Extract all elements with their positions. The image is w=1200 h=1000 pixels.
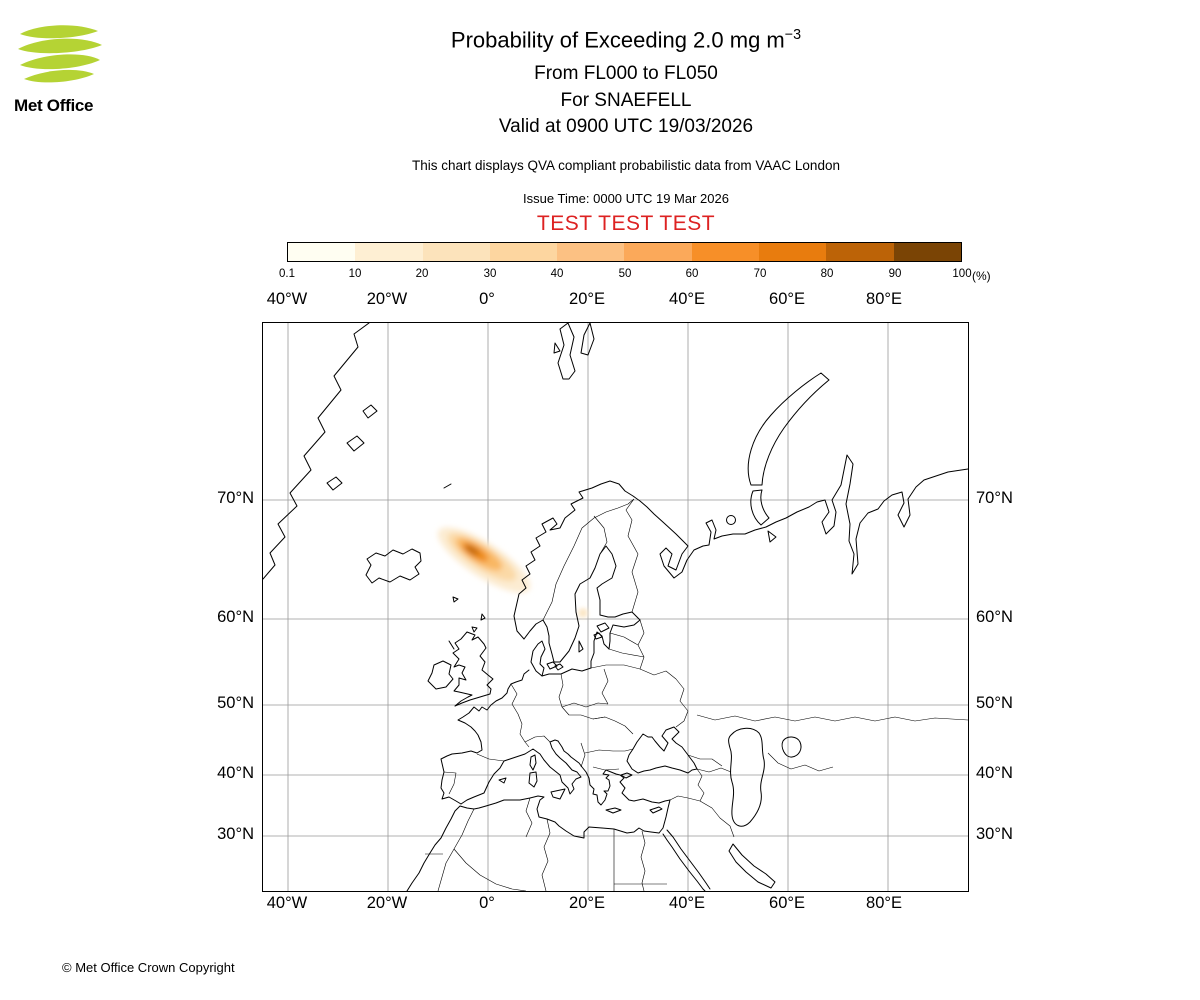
lat-label-right: 50°N <box>976 694 1013 712</box>
lon-labels-bottom: 40°W 20°W 0° 20°E 40°E 60°E 80°E <box>262 894 967 916</box>
colorbar-tick-label: 20 <box>415 268 429 280</box>
coastlines <box>262 322 969 892</box>
subtitle-volcano: For SNAEFELL <box>560 90 692 111</box>
lon-label: 60°E <box>769 290 805 308</box>
lon-label: 40°E <box>669 290 705 308</box>
logo-waves-icon <box>18 25 102 83</box>
ash-plume <box>437 527 588 618</box>
lon-label: 80°E <box>866 894 902 912</box>
lon-label: 40°W <box>266 894 308 912</box>
lon-labels-top: 40°W 20°W 0° 20°E 40°E 60°E 80°E <box>262 290 967 312</box>
colorbar-tick-label: 100 <box>952 268 972 280</box>
subtitle-flight-levels: From FL000 to FL050 <box>534 63 718 84</box>
colorbar-segment <box>489 243 558 261</box>
colorbar-tick-label: 80 <box>820 268 834 280</box>
lat-label-right: 40°N <box>976 764 1013 782</box>
colorbar-segment <box>557 243 625 261</box>
colorbar-tick-label: 60 <box>685 268 699 280</box>
lon-label: 20°E <box>569 894 605 912</box>
lon-label: 40°W <box>266 290 308 308</box>
lon-label: 20°W <box>366 894 408 912</box>
colorbar-segment <box>759 243 827 261</box>
lat-label-left: 30°N <box>217 825 254 843</box>
colorbar-tick-label: 0.1 <box>279 268 295 280</box>
logo-text: Met Office <box>14 96 94 115</box>
met-office-logo: Met Office <box>14 22 130 116</box>
lon-label: 40°E <box>669 894 705 912</box>
lon-label: 20°W <box>366 290 408 308</box>
lat-label-left: 60°N <box>217 608 254 626</box>
test-banner: TEST TEST TEST <box>536 212 716 235</box>
grid-lines <box>263 323 968 891</box>
lat-label-right: 70°N <box>976 489 1013 507</box>
ash-plume-secondary <box>578 608 588 618</box>
copyright-notice: © Met Office Crown Copyright <box>62 960 235 975</box>
map-frame <box>262 322 969 892</box>
lat-label-left: 40°N <box>217 764 254 782</box>
colorbar-segment <box>624 243 692 261</box>
colorbar-segment <box>893 243 961 261</box>
colorbar-tick-label: 90 <box>888 268 902 280</box>
colorbar-tick-label: 50 <box>618 268 632 280</box>
subtitle-valid-time: Valid at 0900 UTC 19/03/2026 <box>498 116 754 137</box>
colorbar-ticks: 0.1 10 20 30 40 50 60 70 80 90 100 <box>279 268 972 282</box>
colorbar-tick-label: 10 <box>348 268 362 280</box>
colorbar <box>287 242 962 262</box>
lon-label: 20°E <box>569 290 605 308</box>
lon-label: 60°E <box>769 894 805 912</box>
lat-label-left: 70°N <box>217 489 254 507</box>
colorbar-tick-label: 70 <box>753 268 767 280</box>
colorbar-segment <box>422 243 490 261</box>
page-title-exponent: −3 <box>784 27 802 43</box>
europe-map <box>262 322 969 892</box>
lat-label-left: 50°N <box>217 694 254 712</box>
colorbar-segment <box>691 243 760 261</box>
country-borders <box>425 498 969 892</box>
lon-label: 0° <box>479 894 495 912</box>
colorbar-segment <box>288 243 356 261</box>
page-title: Probability of Exceeding 2.0 mg m−3 <box>26 27 1200 53</box>
qva-description: This chart displays QVA compliant probab… <box>412 158 840 173</box>
page-title-text: Probability of Exceeding 2.0 mg m <box>450 27 785 53</box>
lon-label: 80°E <box>866 290 902 308</box>
issue-time: Issue Time: 0000 UTC 19 Mar 2026 <box>523 191 729 206</box>
colorbar-segment <box>355 243 423 261</box>
colorbar-tick-label: 40 <box>550 268 564 280</box>
lat-label-right: 30°N <box>976 825 1013 843</box>
colorbar-unit-label: (%) <box>972 269 991 283</box>
colorbar-tick-label: 30 <box>483 268 497 280</box>
colorbar-segment <box>826 243 894 261</box>
lon-label: 0° <box>479 290 495 308</box>
lat-label-right: 60°N <box>976 608 1013 626</box>
